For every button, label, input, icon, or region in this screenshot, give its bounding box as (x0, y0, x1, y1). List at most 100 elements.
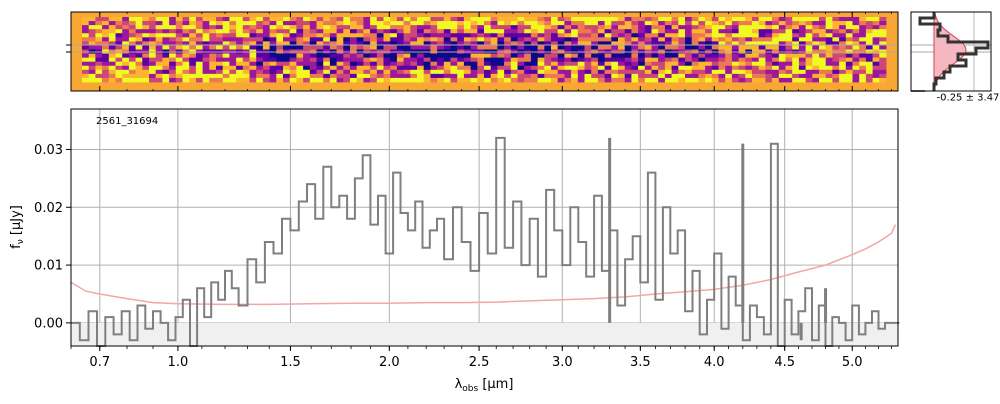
heat-pixel (691, 57, 699, 63)
heat-pixel (102, 77, 110, 83)
heat-pixel (283, 69, 291, 75)
heat-pixel (222, 37, 230, 42)
heat-pixel (484, 53, 492, 59)
heat-pixel (323, 37, 331, 42)
heat-pixel (376, 73, 384, 79)
heat-pixel (758, 33, 766, 38)
heat-pixel (865, 25, 873, 30)
heat-pixel (785, 17, 793, 22)
heat-pixel (544, 25, 552, 30)
heat-pixel (504, 45, 512, 50)
heat-pixel (309, 37, 317, 42)
heat-pixel (88, 65, 96, 71)
heat-pixel (242, 73, 250, 79)
heat-pixel (745, 21, 753, 26)
heat-pixel (792, 33, 800, 38)
heat-pixel (102, 61, 110, 67)
heat-pixel (510, 25, 518, 30)
heat-pixel (396, 69, 404, 75)
heat-pixel (276, 77, 284, 83)
heat-pixel (457, 29, 465, 34)
heat-pixel (698, 29, 706, 34)
heat-pixel (195, 41, 203, 46)
heat-pixel (839, 73, 847, 79)
heat-pixel (604, 29, 612, 34)
heat-pixel (731, 65, 739, 71)
heat-pixel (618, 41, 626, 46)
heat-pixel (752, 53, 760, 59)
heat-pixel (819, 33, 827, 38)
x-tick-label: 3.0 (552, 355, 573, 370)
heat-pixel (537, 69, 545, 75)
heat-pixel (450, 21, 458, 26)
heat-pixel (222, 41, 230, 46)
heat-pixel (437, 57, 445, 63)
heat-pixel (765, 61, 773, 67)
heat-pixel (805, 69, 813, 75)
heat-pixel (584, 41, 592, 46)
heat-pixel (758, 17, 766, 22)
heat-pixel (504, 29, 512, 34)
heat-pixel (443, 53, 451, 59)
heat-pixel (785, 37, 793, 42)
heat-pixel (490, 17, 498, 22)
heat-pixel (718, 61, 726, 67)
heat-pixel (169, 33, 177, 38)
heat-pixel (383, 17, 391, 22)
heat-pixel (175, 69, 183, 75)
heat-pixel (437, 29, 445, 34)
heat-pixel (175, 77, 183, 83)
heat-pixel (269, 73, 277, 79)
heat-pixel (477, 37, 485, 42)
heat-pixel (229, 21, 237, 26)
heat-pixel (323, 77, 331, 83)
heat-pixel (256, 25, 264, 30)
heat-pixel (423, 41, 431, 46)
heat-pixel (618, 53, 626, 59)
heat-pixel (651, 21, 659, 26)
heat-pixel (296, 21, 304, 26)
heat-pixel (812, 77, 820, 83)
heat-pixel (530, 65, 538, 71)
heat-pixel (557, 73, 565, 79)
heat-pixel (839, 45, 847, 50)
heat-pixel (162, 25, 170, 30)
heat-pixel (484, 41, 492, 46)
heat-pixel (236, 21, 244, 26)
heat-pixel (115, 53, 123, 59)
heat-pixel (872, 57, 880, 63)
heat-pixel (504, 37, 512, 42)
heat-pixel (597, 69, 605, 75)
heat-pixel (356, 61, 364, 67)
heat-pixel (115, 25, 123, 30)
heat-pixel (149, 29, 157, 34)
heat-pixel (249, 61, 257, 67)
heat-pixel (671, 53, 679, 59)
heat-pixel (865, 73, 873, 79)
flux-spectrum-line (71, 136, 900, 347)
heat-pixel (296, 25, 304, 30)
heat-pixel (725, 73, 733, 79)
heat-pixel (289, 25, 297, 30)
heat-pixel (383, 41, 391, 46)
heat-pixel (182, 29, 190, 34)
histogram-content (911, 11, 991, 92)
heat-pixel (316, 25, 324, 30)
heat-pixel (631, 73, 639, 79)
heat-pixel (631, 21, 639, 26)
heat-pixel (551, 25, 559, 30)
heat-pixel (437, 37, 445, 42)
heat-pixel (792, 65, 800, 71)
heat-pixel (705, 45, 713, 50)
heat-pixel (745, 45, 753, 50)
heat-pixel (872, 53, 880, 59)
heat-pixel (289, 57, 297, 63)
heat-pixel (88, 29, 96, 34)
heat-pixel (350, 29, 358, 34)
heat-pixel (778, 41, 786, 46)
heat-pixel (470, 33, 478, 38)
heat-pixel (283, 53, 291, 59)
heat-pixel (631, 61, 639, 67)
heat-pixel (852, 53, 860, 59)
heat-pixel (363, 57, 371, 63)
